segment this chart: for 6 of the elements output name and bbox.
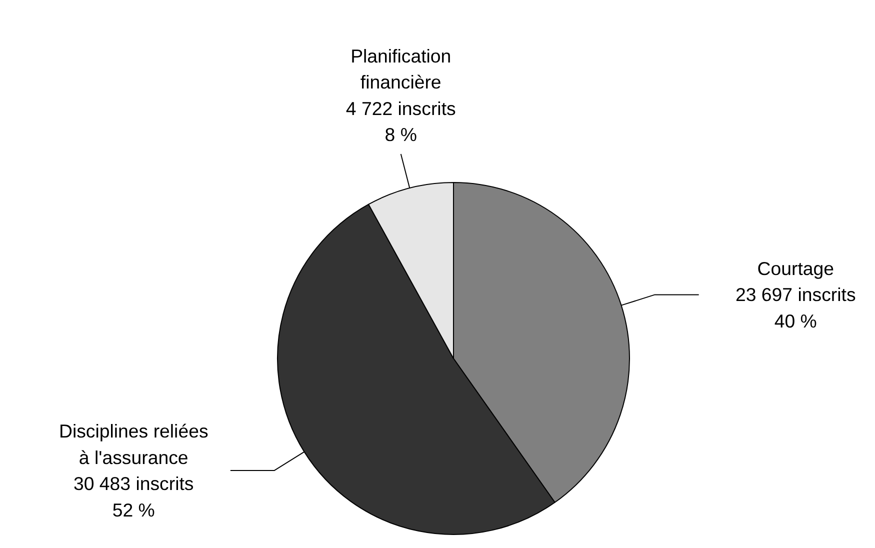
slice-label: Disciplines reliées à l'assurance	[58, 420, 208, 468]
slice-label: Courtage	[757, 258, 834, 279]
slice-label: Planification financière	[350, 45, 452, 93]
data-label: 23 697 inscrits 40 %	[735, 284, 856, 332]
data-label: 4 722 inscrits 8 %	[346, 98, 456, 146]
data-label: 30 483 inscrits 52 %	[73, 473, 194, 520]
